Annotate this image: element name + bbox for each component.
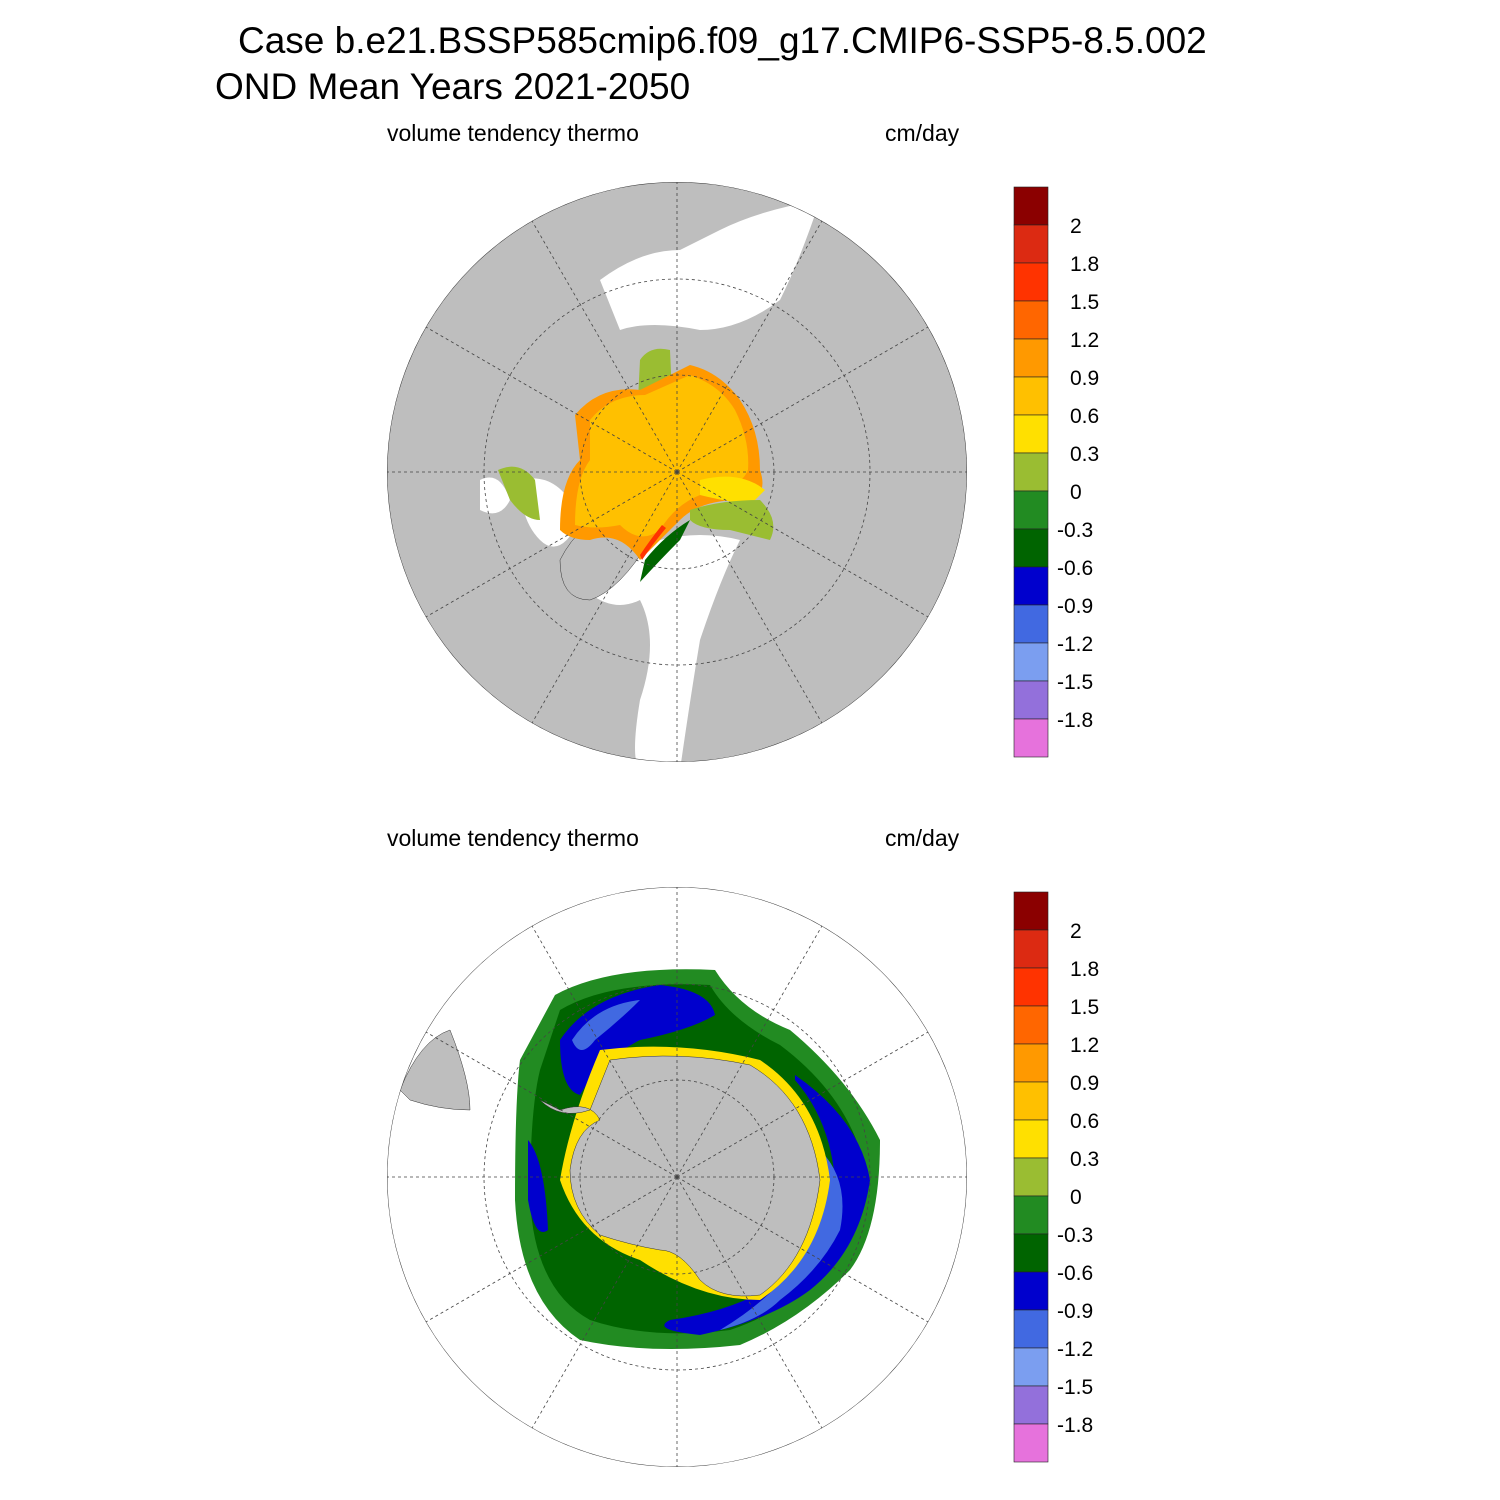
meridian-line — [425, 471, 678, 618]
sea-ice-yellow-orange — [575, 375, 749, 537]
colorbar-tick-label: 1.5 — [1070, 291, 1099, 314]
colorbar-swatch — [1013, 680, 1049, 720]
colorbar-swatch — [1013, 1309, 1049, 1349]
ice-ring-blue-ross — [528, 1140, 548, 1232]
meridian-line — [676, 1176, 929, 1323]
colorbar-swatch — [1013, 490, 1049, 530]
colorbar-swatch — [1013, 967, 1049, 1007]
arctic-map — [387, 182, 967, 762]
colorbar-tick-label: 1.2 — [1070, 1034, 1099, 1057]
colorbar-swatch — [1013, 300, 1049, 340]
antarctica — [539, 1055, 821, 1297]
sea-ice-yellow-laptev — [700, 476, 765, 505]
meridian-line — [676, 471, 929, 618]
colorbar-tick-label: -0.6 — [1057, 1262, 1093, 1285]
colorbar-swatch — [1013, 566, 1049, 606]
meridian-line — [676, 220, 823, 473]
colorbar-swatch — [1013, 891, 1049, 931]
meridian-line — [425, 326, 678, 473]
graticule — [387, 182, 967, 1467]
meridian-line — [676, 471, 823, 724]
ice-ring-lightblue-weddell — [572, 1000, 640, 1050]
figure-title-line1: Case b.e21.BSSP585cmip6.f09_g17.CMIP6-SS… — [238, 20, 1207, 61]
meridian-line — [676, 1031, 929, 1178]
colorbar-swatch — [1013, 186, 1049, 226]
colorbar-tick-label: 2 — [1070, 215, 1082, 238]
meridian-line — [425, 1031, 678, 1178]
colorbar-tick-label: 1.2 — [1070, 329, 1099, 352]
colorbar-tick-label: 0.6 — [1070, 1110, 1099, 1133]
colorbar-tick-label: -1.8 — [1057, 709, 1093, 732]
colorbar-swatch — [1013, 1233, 1049, 1273]
colorbar-swatch — [1013, 1195, 1049, 1235]
colorbar-swatch — [1013, 1271, 1049, 1311]
north-variable-label: volume tendency thermo — [387, 120, 639, 146]
hudson-bay — [480, 477, 510, 514]
colorbar-swatch — [1013, 376, 1049, 416]
colorbar-tick-label: 0.3 — [1070, 443, 1099, 466]
meridian-line — [676, 925, 823, 1178]
meridian-line — [531, 471, 678, 724]
sea-ice-green-baffin — [498, 466, 540, 520]
colorbar-swatch — [1013, 929, 1049, 969]
sea-ice-darkgreen-eastgreenland — [640, 520, 690, 582]
colorbar-tick-label: 0.9 — [1070, 367, 1099, 390]
colorbar-swatch — [1013, 1043, 1049, 1083]
colorbar-tick-label: 1.8 — [1070, 253, 1099, 276]
colorbar-swatch — [1013, 414, 1049, 454]
meridian-line — [531, 220, 678, 473]
colorbar-swatch — [1013, 528, 1049, 568]
colorbar-swatch — [1013, 1347, 1049, 1387]
colorbar-tick-label: 1.8 — [1070, 958, 1099, 981]
colorbar-swatch — [1013, 642, 1049, 682]
south-units-label: cm/day — [885, 825, 960, 851]
colorbar-swatch — [1013, 262, 1049, 302]
colorbar-tick-label: -1.2 — [1057, 1338, 1093, 1361]
ice-ring-blue-east — [664, 1075, 870, 1335]
ice-ring-lightblue-east — [720, 1150, 843, 1330]
colorbar-swatch — [1013, 452, 1049, 492]
colorbar-tick-label: 1.5 — [1070, 996, 1099, 1019]
colorbar-tick-label: -0.3 — [1057, 1224, 1093, 1247]
colorbar-tick-label: -0.9 — [1057, 595, 1093, 618]
colorbar-swatch — [1013, 338, 1049, 378]
north-units-label: cm/day — [885, 120, 960, 146]
figure-title-line2: OND Mean Years 2021-2050 — [215, 66, 691, 107]
colorbar-swatch — [1013, 604, 1049, 644]
colorbar-tick-label: -1.8 — [1057, 1414, 1093, 1437]
colorbar-swatch — [1013, 1005, 1049, 1045]
colorbar-swatch — [1013, 224, 1049, 264]
atlantic-ocean — [560, 535, 740, 762]
south-america — [399, 1029, 471, 1111]
colorbar-tick-label: 0.3 — [1070, 1148, 1099, 1171]
meridian-line — [676, 326, 929, 473]
colorbar-swatch — [1013, 1385, 1049, 1425]
colorbar-swatch — [1013, 1423, 1049, 1463]
meridian-line — [425, 1176, 678, 1323]
colorbar-tick-label: -0.3 — [1057, 519, 1093, 542]
colorbar-tick-label: -1.5 — [1057, 1376, 1093, 1399]
colorbar-tick-label: -1.5 — [1057, 671, 1093, 694]
colorbar-tick-label: -1.2 — [1057, 633, 1093, 656]
sea-ice-green-kara — [690, 500, 774, 540]
colorbar-tick-label: -0.6 — [1057, 557, 1093, 580]
meridian-line — [531, 925, 678, 1178]
meridian-line — [531, 1176, 678, 1429]
colorbar-swatch — [1013, 1119, 1049, 1159]
sea-ice-red-edge — [640, 525, 666, 560]
colorbar-swatch — [1013, 1081, 1049, 1121]
colorbar-tick-label: 0 — [1070, 481, 1082, 504]
colorbar-swatch — [1013, 718, 1049, 758]
colorbar-tick-label: 2 — [1070, 920, 1082, 943]
meridian-line — [676, 1176, 823, 1429]
colorbar-tick-label: 0.6 — [1070, 405, 1099, 428]
colorbar-tick-label: 0 — [1070, 1186, 1082, 1209]
north-pacific-ocean — [600, 200, 820, 330]
south-variable-label: volume tendency thermo — [387, 825, 639, 851]
colorbar-swatch — [1013, 1157, 1049, 1197]
colorbar-tick-label: 0.9 — [1070, 1072, 1099, 1095]
colorbar-tick-label: -0.9 — [1057, 1300, 1093, 1323]
